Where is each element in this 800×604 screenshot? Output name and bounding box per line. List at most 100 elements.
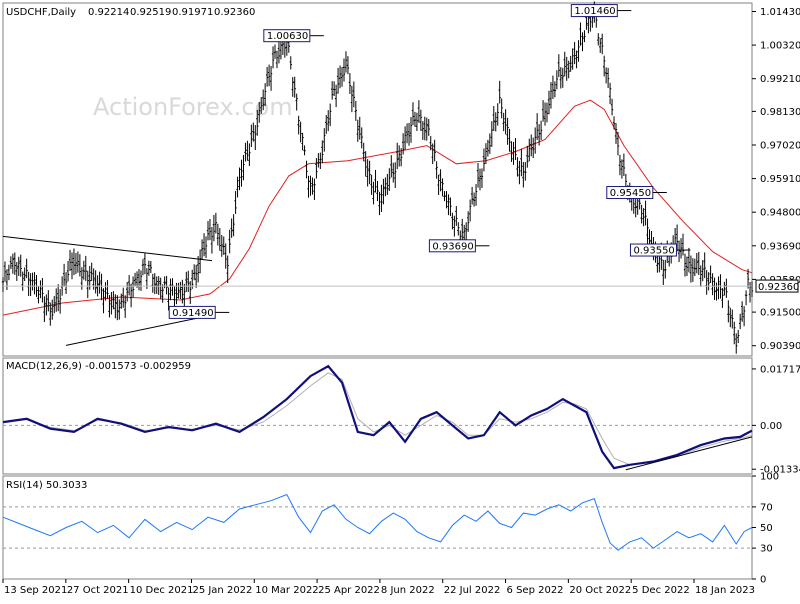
ohlc-bar <box>466 211 470 232</box>
ohlc-bar <box>232 214 235 237</box>
ohlc-bar <box>360 127 363 149</box>
ohlc-bar <box>210 226 214 254</box>
ohlc-bar <box>445 191 448 209</box>
ohlc-bar <box>222 236 225 255</box>
ohlc-bar <box>350 85 354 113</box>
ohlc-bar <box>98 271 101 294</box>
ohlc-bar <box>323 128 326 152</box>
ohlc-bar <box>305 160 308 179</box>
ohlc-bar <box>464 222 468 240</box>
ohlc-bar <box>407 122 411 146</box>
ohlc-bar <box>622 153 626 177</box>
ohlc-bar <box>390 155 393 178</box>
ohlc-bar <box>394 162 397 189</box>
price-annotation-label: 1.00630 <box>267 31 308 42</box>
ohlc-bar <box>715 282 718 301</box>
price-annotation-label: 0.93690 <box>432 241 473 252</box>
ohlc-bar <box>41 278 44 303</box>
ohlc-bar <box>275 50 279 69</box>
ohlc-bar <box>206 221 210 241</box>
macd-main-line <box>2 364 753 470</box>
ohlc-bar <box>368 160 371 185</box>
ohlc-bar <box>86 270 89 299</box>
ohlc-bar <box>244 142 247 162</box>
ohlc-bar <box>21 271 24 291</box>
ohlc-bar <box>254 125 257 151</box>
ohlc-bar <box>510 141 513 162</box>
price-y-tick-6: 0.94800 <box>760 208 800 219</box>
price-y-tick-4: 0.97020 <box>760 140 800 151</box>
x-tick-9: 20 Oct 2022 <box>569 585 631 596</box>
ohlc-bar <box>181 279 184 304</box>
price-y-tick-3: 0.98130 <box>760 107 800 118</box>
ohlc-bar <box>512 141 515 165</box>
x-tick-0: 13 Sep 2021 <box>4 585 67 596</box>
ohlc-bar <box>125 281 129 302</box>
ohlc-bar <box>620 159 624 179</box>
ohlc-bar <box>530 134 533 157</box>
ohlc-bar <box>683 253 687 277</box>
ohlc-bar <box>189 281 192 305</box>
rsi-y-axis: 100 70 50 30 0 <box>3 472 779 586</box>
price-annotation-0: 1.00630 <box>263 29 324 42</box>
ohlc-bar <box>198 249 202 274</box>
ohlc-bar <box>127 275 131 296</box>
ohlc-bar <box>108 295 111 318</box>
ohlc-bar <box>143 253 147 275</box>
ohlc-bar <box>358 116 361 140</box>
ohlc-bar <box>425 117 428 141</box>
ohlc-bar <box>3 261 7 282</box>
price-annotation-label: 1.01460 <box>574 6 615 17</box>
ohlc-bar <box>11 253 15 274</box>
ohlc-bar <box>9 256 13 270</box>
ohlc-bar <box>532 137 535 159</box>
ohlc-bar <box>526 145 529 168</box>
ohlc-bar <box>533 127 537 154</box>
ohlc-bar <box>155 276 158 294</box>
x-tick-1: 27 Oct 2021 <box>67 585 129 596</box>
ohlc-bar <box>427 119 430 136</box>
ohlc-bar <box>691 258 695 282</box>
rsi-y-tick-1: 70 <box>760 502 773 513</box>
ohlc-bar <box>478 168 482 191</box>
ohlc-bar <box>56 284 60 312</box>
price-annotation-5: 0.91490 <box>168 305 230 319</box>
ohlc-bar <box>37 286 40 304</box>
x-tick-7: 22 Jul 2022 <box>444 585 501 596</box>
ohlc-bar <box>342 58 346 82</box>
ohlc-bar <box>709 265 712 283</box>
ohlc-bar <box>110 292 113 315</box>
ohlc-bar <box>124 295 127 318</box>
ohlc-bar <box>84 255 87 281</box>
price-y-tick-9: 0.91500 <box>760 308 800 319</box>
ohlc-bar <box>746 268 750 289</box>
ohlc-bar <box>159 277 162 300</box>
ohlc-bar <box>474 184 478 206</box>
ohlc-bar <box>457 222 460 236</box>
ohlc-bar <box>238 167 241 191</box>
ohlc-bar <box>45 294 48 316</box>
ohlc-bar <box>415 112 419 131</box>
ohlc-bar <box>573 42 576 65</box>
ohlc-bar <box>39 280 42 299</box>
ohlc-bar <box>53 296 56 314</box>
ohlc-bar <box>541 100 545 122</box>
ohlc-bar <box>382 178 385 205</box>
ohlc-bar <box>301 132 304 151</box>
ohlc-low: 0.91971 <box>172 7 213 18</box>
ohlc-bar <box>344 51 348 73</box>
ohlc-bar <box>577 40 580 62</box>
ohlc-bar <box>129 283 133 308</box>
ohlc-bar <box>642 208 645 227</box>
ohlc-bar <box>370 174 373 195</box>
ohlc-bar <box>372 181 375 205</box>
ohlc-bar <box>612 116 616 130</box>
ohlc-bar <box>246 140 249 161</box>
ohlc-bar <box>315 158 318 179</box>
ohlc-bar <box>102 288 105 314</box>
ohlc-bar <box>263 83 267 107</box>
rsi-y-tick-3: 30 <box>760 544 773 555</box>
ohlc-bar <box>561 67 564 88</box>
ohlc-bar <box>104 282 107 301</box>
